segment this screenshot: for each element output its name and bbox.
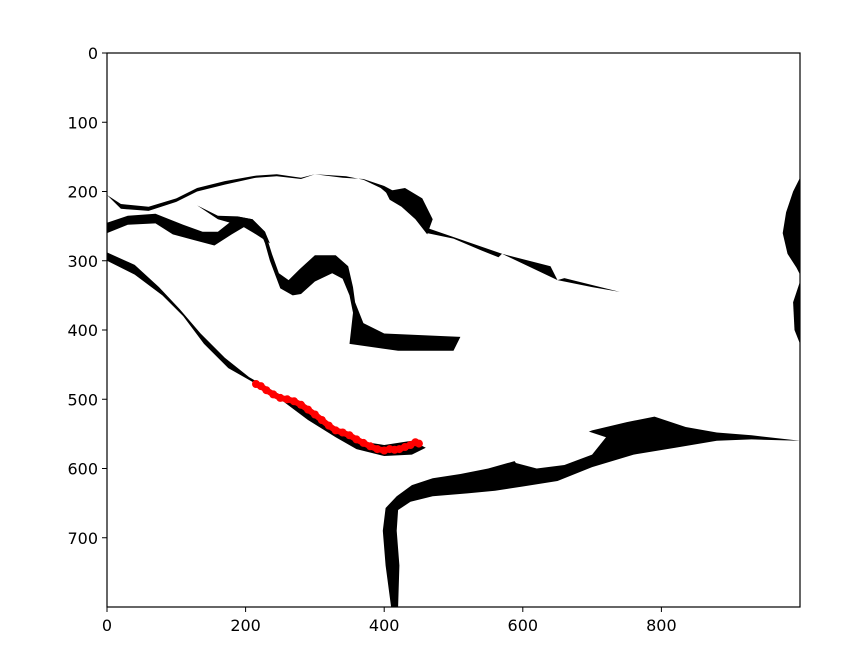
trace-point (283, 395, 292, 404)
trace-point (269, 390, 278, 399)
trace-point (297, 400, 305, 409)
trace-point (345, 431, 354, 440)
mask-island-north (335, 206, 371, 220)
trace-point (276, 393, 285, 402)
mask-lower-channel (107, 252, 426, 456)
x-tick-label: 400 (369, 616, 400, 635)
trace-point (317, 416, 326, 424)
y-tick-label: 400 (67, 321, 98, 340)
trace-point (338, 428, 347, 437)
trace-point (262, 386, 271, 395)
y-tick-label: 200 (67, 183, 98, 202)
mask-upper-channel (107, 213, 461, 351)
trace-point (352, 435, 361, 444)
x-tick-label: 0 (102, 616, 112, 635)
trace-point (310, 410, 319, 419)
x-tick-label: 200 (230, 616, 261, 635)
mask-side-inlet (385, 188, 433, 235)
mask-right-edge-lobe-2 (793, 281, 800, 344)
mask-island-lower (276, 379, 412, 441)
trace-point (331, 426, 340, 435)
trace-point (324, 421, 333, 430)
mask-island-tiny (411, 463, 439, 476)
trace-point (373, 445, 382, 454)
plot-area (107, 174, 800, 607)
trace-point (414, 439, 423, 448)
x-tick-label: 600 (508, 616, 539, 635)
trace-layer (252, 380, 423, 455)
y-tick-label: 0 (88, 44, 98, 63)
y-tick-label: 500 (67, 390, 98, 409)
mask-hook-channel (197, 205, 270, 244)
mask-island-east (505, 430, 606, 469)
x-axis: 0 200 400 600 800 (102, 607, 677, 635)
mask-island-small (685, 361, 728, 382)
trace-point (366, 442, 375, 451)
trace-point (304, 405, 312, 414)
y-tick-label: 600 (67, 460, 98, 479)
trace-point (359, 438, 368, 447)
y-tick-label: 100 (67, 113, 98, 132)
trace-point (290, 397, 299, 406)
y-tick-label: 700 (67, 529, 98, 548)
x-tick-label: 800 (646, 616, 677, 635)
mask-right-edge-lobe (782, 177, 800, 275)
trace-point (256, 382, 265, 391)
y-axis: 0 100 200 300 400 500 600 700 (67, 44, 107, 548)
y-tick-label: 300 (67, 252, 98, 271)
